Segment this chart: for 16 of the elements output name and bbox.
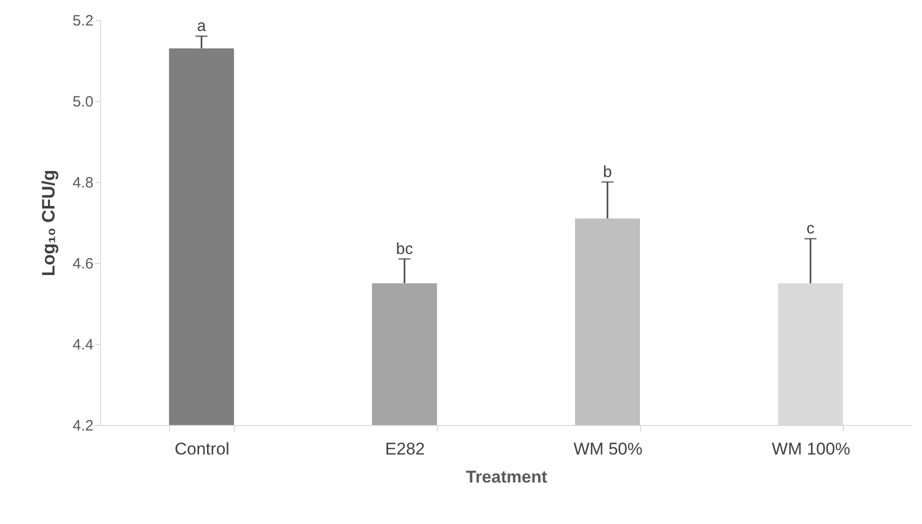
annotation: b: [603, 164, 612, 181]
y-tick-label: 4.8: [72, 174, 94, 192]
y-tick-label: 5.2: [72, 12, 94, 30]
annotation: a: [197, 18, 206, 36]
y-axis-title: Log₁₀ CFU/g: [38, 170, 59, 276]
annotation: bc: [396, 240, 413, 258]
y-tick-label: 4.6: [72, 256, 94, 272]
x-tick-label: E282: [385, 440, 425, 458]
y-tick-label: 4.2: [72, 418, 94, 434]
y-tick-label: 4.4: [72, 336, 94, 354]
x-axis-title: Treatment: [466, 468, 548, 486]
x-tick-label: WM 50%: [574, 440, 642, 458]
annotation: c: [806, 220, 814, 238]
y-tick-label: 5.0: [72, 94, 94, 110]
x-tick-label: Control: [174, 440, 230, 458]
x-tick-label: WM 100%: [772, 440, 850, 458]
